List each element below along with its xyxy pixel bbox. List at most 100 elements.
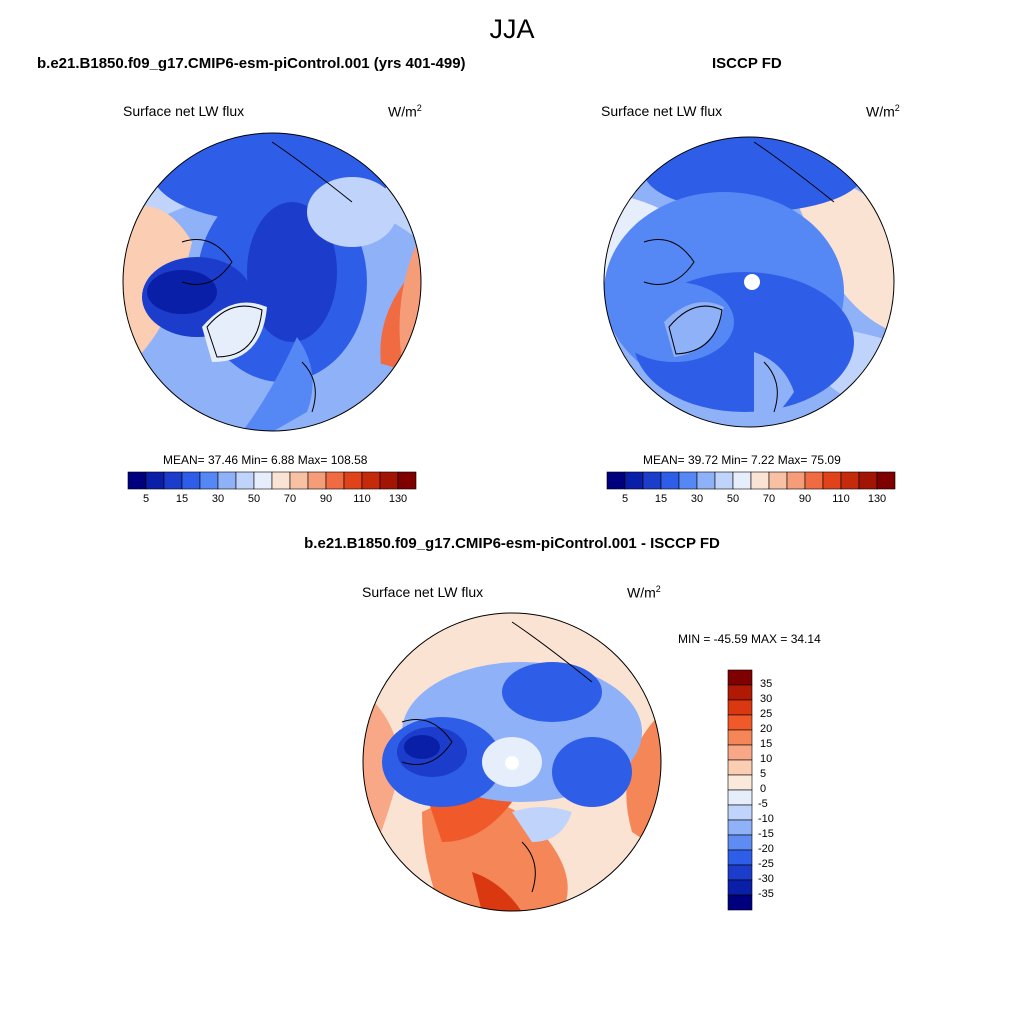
colorbar-swatch	[727, 789, 753, 806]
colorbar-swatch	[181, 471, 201, 490]
diff-tick-label: 15	[760, 738, 773, 750]
model-tick-label: 5	[142, 493, 150, 505]
colorbar-swatch	[163, 471, 183, 490]
obs-tick-label: 70	[762, 493, 776, 505]
diff-tick-label: 30	[760, 693, 773, 705]
colorbar-swatch	[253, 471, 273, 490]
colorbar-swatch	[217, 471, 237, 490]
colorbar-swatch	[606, 471, 626, 490]
colorbar-swatch	[397, 471, 417, 490]
model-variable-label: Surface net LW flux	[123, 103, 245, 119]
obs-polar-map	[603, 136, 895, 428]
obs-tick-label: 90	[798, 493, 812, 505]
model-tick-label: 90	[319, 493, 333, 505]
colorbar-swatch	[727, 744, 753, 761]
model-unit-label: W/m2	[388, 103, 422, 120]
obs-tick-label: 15	[654, 493, 668, 505]
diff-tick-label: 20	[760, 723, 773, 735]
diff-variable-label: Surface net LW flux	[362, 584, 484, 600]
colorbar-swatch	[289, 471, 309, 490]
obs-unit-label: W/m2	[866, 103, 900, 120]
colorbar-swatch	[727, 834, 753, 851]
colorbar-swatch	[271, 471, 291, 490]
colorbar-swatch	[727, 879, 753, 896]
diff-unit-label: W/m2	[627, 584, 661, 601]
colorbar-swatch	[325, 471, 345, 490]
obs-case-title: ISCCP FD	[712, 55, 782, 72]
diff-tick-label: 10	[760, 753, 773, 765]
colorbar-swatch	[696, 471, 716, 490]
colorbar-swatch	[768, 471, 788, 490]
obs-tick-label: 30	[690, 493, 704, 505]
obs-tick-label: 130	[867, 493, 887, 505]
obs-colorbar-ticks: 5 15 30 50 70 90 110 130	[607, 493, 895, 507]
diff-case-title: b.e21.B1850.f09_g17.CMIP6-esm-piControl.…	[304, 535, 720, 552]
diff-tick-label: -20	[758, 843, 774, 855]
model-case-title: b.e21.B1850.f09_g17.CMIP6-esm-piControl.…	[37, 55, 466, 72]
model-polar-map	[122, 132, 422, 432]
figure-title: JJA	[489, 14, 535, 44]
model-tick-label: 30	[211, 493, 225, 505]
diff-tick-label: -10	[758, 813, 774, 825]
colorbar-swatch	[727, 684, 753, 701]
colorbar-swatch	[727, 894, 753, 911]
colorbar-swatch	[840, 471, 860, 490]
obs-stats: MEAN= 39.72 Min= 7.22 Max= 75.09	[643, 453, 841, 467]
colorbar-swatch	[235, 471, 255, 490]
colorbar-swatch	[876, 471, 896, 490]
colorbar-swatch	[727, 819, 753, 836]
model-colorbar-ticks: 5 15 30 50 70 90 110 130	[128, 493, 416, 507]
colorbar-swatch	[624, 471, 644, 490]
colorbar-swatch	[786, 471, 806, 490]
model-tick-label: 15	[175, 493, 189, 505]
model-tick-label: 130	[388, 493, 408, 505]
colorbar-swatch	[727, 714, 753, 731]
diff-tick-label: -5	[758, 798, 768, 810]
colorbar-swatch	[727, 849, 753, 866]
diff-colorbar-ticks: 35 30 25 20 15 10 5 0 -5 -10 -15 -20 -25…	[758, 670, 798, 910]
colorbar-swatch	[732, 471, 752, 490]
colorbar-swatch	[727, 699, 753, 716]
colorbar-swatch	[343, 471, 363, 490]
unit-base: W/m	[627, 584, 656, 601]
colorbar-swatch	[379, 471, 399, 490]
diff-tick-label: 5	[760, 768, 767, 780]
obs-colorbar	[606, 471, 896, 490]
colorbar-swatch	[714, 471, 734, 490]
unit-base: W/m	[388, 103, 417, 120]
colorbar-swatch	[727, 759, 753, 776]
colorbar-swatch	[727, 729, 753, 746]
colorbar-swatch	[361, 471, 381, 490]
unit-exponent: 2	[655, 584, 661, 594]
colorbar-swatch	[727, 774, 753, 791]
diff-tick-label: -30	[758, 873, 774, 885]
model-tick-label: 70	[283, 493, 297, 505]
diff-polar-map	[362, 612, 662, 912]
model-stats: MEAN= 37.46 Min= 6.88 Max= 108.58	[163, 453, 368, 467]
model-colorbar	[127, 471, 417, 490]
obs-variable-label: Surface net LW flux	[601, 103, 723, 119]
colorbar-swatch	[727, 669, 753, 686]
colorbar-swatch	[750, 471, 770, 490]
diff-tick-label: 35	[760, 678, 773, 690]
diff-tick-label: 0	[760, 783, 767, 795]
colorbar-swatch	[727, 864, 753, 881]
diff-tick-label: -35	[758, 888, 774, 900]
colorbar-swatch	[822, 471, 842, 490]
colorbar-swatch	[727, 804, 753, 821]
colorbar-swatch	[199, 471, 219, 490]
colorbar-swatch	[642, 471, 662, 490]
obs-tick-label: 5	[621, 493, 629, 505]
model-tick-label: 50	[247, 493, 261, 505]
colorbar-swatch	[127, 471, 147, 490]
diff-tick-label: 25	[760, 708, 773, 720]
diff-tick-label: -15	[758, 828, 774, 840]
colorbar-swatch	[660, 471, 680, 490]
model-tick-label: 110	[353, 493, 371, 505]
unit-exponent: 2	[894, 103, 900, 113]
colorbar-swatch	[804, 471, 824, 490]
colorbar-swatch	[858, 471, 878, 490]
colorbar-swatch	[307, 471, 327, 490]
colorbar-swatch	[678, 471, 698, 490]
diff-tick-label: -25	[758, 858, 774, 870]
